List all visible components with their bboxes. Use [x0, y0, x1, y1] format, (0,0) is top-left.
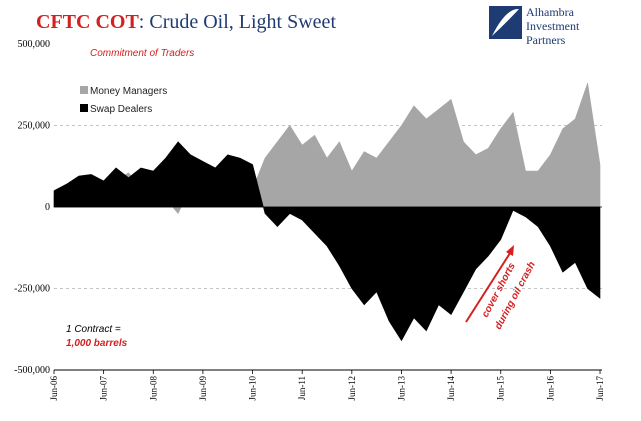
- arrow-head-icon: [506, 245, 514, 256]
- x-tick-label: Jun-15: [496, 376, 506, 401]
- plot-area: [53, 83, 601, 342]
- y-tick-label: -250,000: [14, 284, 50, 295]
- chart-title: CFTC COT: Crude Oil, Light Sweet: [36, 11, 336, 33]
- y-tick-label: 250,000: [18, 121, 51, 132]
- contract-note: 1 Contract =: [66, 324, 121, 335]
- x-tick-label: Jun-16: [545, 376, 555, 401]
- legend-swatch-swap-dealers: [80, 104, 88, 112]
- chart-title-suffix: : Crude Oil, Light Sweet: [139, 11, 337, 33]
- contract-value: 1,000 barrels: [66, 338, 128, 349]
- x-tick-label: Jun-13: [397, 376, 407, 401]
- series-area-swap-dealers: [53, 141, 601, 342]
- y-axis-ticks: 500,000 250,000 0 -250,000 -500,000: [14, 39, 50, 376]
- alhambra-logo-icon: [489, 6, 522, 39]
- x-axis-ticks: Jun-06 Jun-07 Jun-08 Jun-09 Jun-10 Jun-11 Jun-…: [49, 370, 605, 401]
- legend-label-swap-dealers: Swap Dealers: [90, 104, 152, 115]
- x-tick-label: Jun-14: [446, 376, 456, 401]
- x-tick-label: Jun-10: [248, 376, 258, 401]
- y-tick-label: 500,000: [18, 39, 51, 50]
- cover-shorts-arrow: [465, 249, 513, 323]
- x-tick-label: Jun-12: [347, 376, 357, 401]
- logo-line-3: Partners: [526, 33, 566, 47]
- x-tick-label: Jun-07: [99, 376, 109, 401]
- x-tick-label: Jun-06: [49, 376, 59, 401]
- x-tick-label: Jun-08: [148, 376, 158, 401]
- legend-swatch-money-managers: [80, 86, 88, 94]
- x-tick-label: Jun-11: [297, 376, 307, 400]
- chart-subtitle: Commitment of Traders: [90, 48, 194, 59]
- chart-title-prefix: CFTC COT: [36, 11, 139, 33]
- logo-line-1: Alhambra: [526, 5, 575, 19]
- x-tick-label: Jun-17: [595, 376, 605, 401]
- legend-label-money-managers: Money Managers: [90, 86, 167, 97]
- x-tick-label: Jun-09: [198, 376, 208, 401]
- y-tick-label: -500,000: [14, 365, 50, 376]
- logo-line-2: Investment: [526, 19, 580, 33]
- y-tick-label: 0: [45, 202, 50, 213]
